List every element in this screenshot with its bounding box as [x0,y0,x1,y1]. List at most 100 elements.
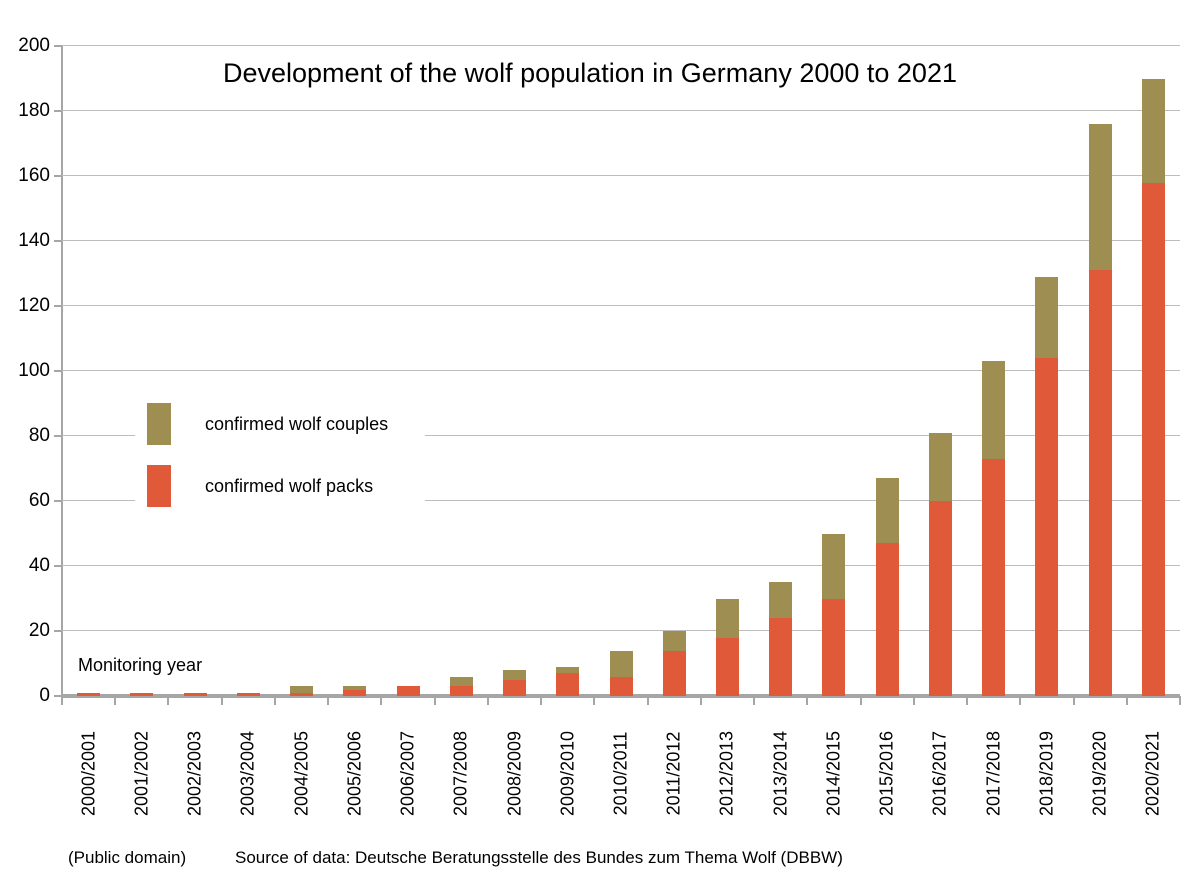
bar-segment-packs [236,692,260,696]
y-axis-label: 40 [28,555,50,576]
x-tick [1125,696,1128,705]
y-axis-label: 160 [18,165,50,186]
gridline-40 [62,565,1180,566]
x-axis-title: Monitoring year [78,655,203,675]
bar-segment-couples [715,598,739,638]
y-axis-label: 100 [18,360,50,381]
bar-segment-packs [982,458,1006,696]
y-tick-140 [54,240,62,242]
bar-2015/2016 [875,478,899,696]
gridline-20 [62,630,1180,631]
bar-2020/2021 [1141,78,1165,696]
bar-segment-packs [343,689,367,696]
y-axis-line [61,46,63,700]
gridline-120 [62,305,1180,306]
y-axis-label: 80 [28,425,50,446]
y-tick-60 [54,500,62,502]
gridline-160 [62,175,1180,176]
bar-segment-couples [343,686,367,690]
bar-2016/2017 [928,432,952,696]
couples-color-swatch [147,403,171,445]
bar-segment-couples [503,670,527,680]
y-tick-40 [54,565,62,567]
x-tick [273,696,276,705]
bar-2010/2011 [609,650,633,696]
y-tick-80 [54,435,62,437]
bar-segment-packs [822,598,846,696]
bar-2006/2007 [396,686,420,696]
bar-2008/2009 [503,670,527,696]
x-tick [1072,696,1075,705]
bar-2007/2008 [449,676,473,696]
y-tick-20 [54,630,62,632]
bar-segment-packs [556,673,580,696]
packs-color-swatch [147,465,171,507]
bar-segment-couples [928,432,952,501]
x-axis-label-2001/2002: 2001/2002 [131,730,152,817]
bar-segment-couples [449,676,473,687]
x-tick [61,696,63,705]
bar-2014/2015 [822,533,846,696]
x-tick [966,696,969,705]
x-axis-label-2012/2013: 2012/2013 [716,730,737,817]
y-axis-label: 60 [28,490,50,511]
x-tick [433,696,436,705]
bar-segment-packs [77,692,101,696]
bar-segment-couples [875,478,899,544]
bar-segment-packs [183,692,207,696]
bar-2013/2014 [769,582,793,696]
bar-segment-couples [982,361,1006,459]
x-axis-label-2008/2009: 2008/2009 [504,730,525,817]
bar-2004/2005 [290,686,314,696]
x-axis-label-2002/2003: 2002/2003 [184,730,205,817]
x-axis-label-2003/2004: 2003/2004 [237,730,258,817]
gridline-60 [62,500,1180,501]
bar-segment-packs [928,501,952,696]
chart-legend: confirmed wolf couples confirmed wolf pa… [135,395,425,517]
x-axis-label-2020/2021: 2020/2021 [1142,730,1163,817]
bar-2002/2003 [183,692,207,696]
x-axis-label-2005/2006: 2005/2006 [344,730,365,817]
x-axis-label-2000/2001: 2000/2001 [78,730,99,817]
bar-segment-packs [130,692,154,696]
bar-2001/2002 [130,692,154,696]
license-note: (Public domain) [68,848,187,867]
x-axis-label-2014/2015: 2014/2015 [823,730,844,817]
bar-2003/2004 [236,692,260,696]
bar-segment-couples [290,686,314,693]
bar-segment-packs [715,637,739,696]
plot-area [61,45,1181,705]
bar-segment-packs [609,676,633,696]
bar-segment-packs [449,686,473,696]
x-tick [167,696,170,705]
x-axis-label-2010/2011: 2010/2011 [610,731,631,816]
bar-segment-couples [1035,276,1059,358]
y-tick-180 [54,110,62,112]
gridline-80 [62,435,1180,436]
x-tick [806,696,809,705]
y-axis-label: 20 [28,620,50,641]
bar-segment-packs [875,543,899,696]
bar-2000/2001 [77,692,101,696]
y-axis-label: 140 [18,230,50,251]
x-tick [220,696,223,705]
y-tick-120 [54,305,62,307]
bar-segment-packs [396,686,420,696]
bar-segment-packs [769,618,793,696]
bar-2005/2006 [343,686,367,696]
bar-segment-packs [1035,358,1059,696]
x-axis-line [62,694,1180,698]
x-tick [486,696,489,705]
gridline-100 [62,370,1180,371]
x-tick [540,696,543,705]
x-tick [327,696,330,705]
y-axis-label: 200 [18,35,50,56]
chart-title: Development of the wolf population in Ge… [223,58,957,88]
x-axis-label-2009/2010: 2009/2010 [557,730,578,817]
gridline-140 [62,240,1180,241]
x-axis-label-2017/2018: 2017/2018 [983,730,1004,817]
x-tick [646,696,649,705]
bar-segment-couples [1088,124,1112,271]
bar-segment-couples [609,650,633,677]
